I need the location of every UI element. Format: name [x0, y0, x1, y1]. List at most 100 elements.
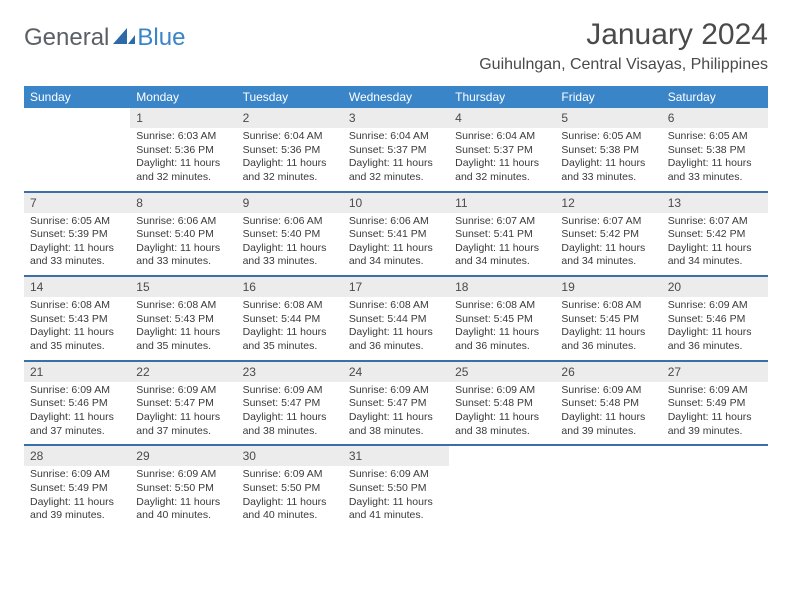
- calendar-cell: [24, 108, 130, 192]
- calendar-cell: 26Sunrise: 6:09 AMSunset: 5:48 PMDayligh…: [555, 361, 661, 446]
- header-right: January 2024 Guihulngan, Central Visayas…: [479, 18, 768, 74]
- calendar-week: 21Sunrise: 6:09 AMSunset: 5:46 PMDayligh…: [24, 361, 768, 446]
- calendar-cell: 16Sunrise: 6:08 AMSunset: 5:44 PMDayligh…: [237, 276, 343, 361]
- day-details: Sunrise: 6:09 AMSunset: 5:50 PMDaylight:…: [343, 466, 449, 529]
- sunrise-text: Sunrise: 6:04 AM: [243, 130, 337, 144]
- calendar-cell: 29Sunrise: 6:09 AMSunset: 5:50 PMDayligh…: [130, 445, 236, 529]
- sunrise-text: Sunrise: 6:07 AM: [668, 215, 762, 229]
- sunset-text: Sunset: 5:50 PM: [243, 482, 337, 496]
- calendar-cell: 20Sunrise: 6:09 AMSunset: 5:46 PMDayligh…: [662, 276, 768, 361]
- daylight-text: Daylight: 11 hours and 34 minutes.: [455, 242, 549, 269]
- day-number: 18: [449, 277, 555, 297]
- day-details: Sunrise: 6:07 AMSunset: 5:42 PMDaylight:…: [555, 213, 661, 276]
- daylight-text: Daylight: 11 hours and 40 minutes.: [136, 496, 230, 523]
- sunrise-text: Sunrise: 6:09 AM: [668, 384, 762, 398]
- sunset-text: Sunset: 5:43 PM: [136, 313, 230, 327]
- calendar-cell: 21Sunrise: 6:09 AMSunset: 5:46 PMDayligh…: [24, 361, 130, 446]
- weekday-header: Wednesday: [343, 86, 449, 108]
- location-subtitle: Guihulngan, Central Visayas, Philippines: [479, 56, 768, 74]
- daylight-text: Daylight: 11 hours and 38 minutes.: [349, 411, 443, 438]
- sunrise-text: Sunrise: 6:09 AM: [455, 384, 549, 398]
- daylight-text: Daylight: 11 hours and 39 minutes.: [561, 411, 655, 438]
- day-number: 28: [24, 446, 130, 466]
- weekday-header: Saturday: [662, 86, 768, 108]
- calendar-week: 28Sunrise: 6:09 AMSunset: 5:49 PMDayligh…: [24, 445, 768, 529]
- day-details: Sunrise: 6:05 AMSunset: 5:39 PMDaylight:…: [24, 213, 130, 276]
- day-details: Sunrise: 6:08 AMSunset: 5:43 PMDaylight:…: [24, 297, 130, 360]
- daylight-text: Daylight: 11 hours and 36 minutes.: [455, 326, 549, 353]
- sunrise-text: Sunrise: 6:09 AM: [243, 384, 337, 398]
- calendar-cell: 30Sunrise: 6:09 AMSunset: 5:50 PMDayligh…: [237, 445, 343, 529]
- day-number: 1: [130, 108, 236, 128]
- day-number: 7: [24, 193, 130, 213]
- sunrise-text: Sunrise: 6:07 AM: [561, 215, 655, 229]
- daylight-text: Daylight: 11 hours and 40 minutes.: [243, 496, 337, 523]
- calendar-cell: 15Sunrise: 6:08 AMSunset: 5:43 PMDayligh…: [130, 276, 236, 361]
- day-number: 12: [555, 193, 661, 213]
- sunrise-text: Sunrise: 6:09 AM: [136, 384, 230, 398]
- sunset-text: Sunset: 5:45 PM: [455, 313, 549, 327]
- day-details: Sunrise: 6:06 AMSunset: 5:40 PMDaylight:…: [237, 213, 343, 276]
- sunrise-text: Sunrise: 6:09 AM: [349, 468, 443, 482]
- sunset-text: Sunset: 5:47 PM: [349, 397, 443, 411]
- day-details: Sunrise: 6:06 AMSunset: 5:40 PMDaylight:…: [130, 213, 236, 276]
- day-details: Sunrise: 6:09 AMSunset: 5:47 PMDaylight:…: [237, 382, 343, 445]
- day-number: 25: [449, 362, 555, 382]
- calendar-cell: 19Sunrise: 6:08 AMSunset: 5:45 PMDayligh…: [555, 276, 661, 361]
- day-number: 4: [449, 108, 555, 128]
- sunset-text: Sunset: 5:49 PM: [668, 397, 762, 411]
- sunset-text: Sunset: 5:46 PM: [668, 313, 762, 327]
- daylight-text: Daylight: 11 hours and 32 minutes.: [136, 157, 230, 184]
- sunset-text: Sunset: 5:39 PM: [30, 228, 124, 242]
- daylight-text: Daylight: 11 hours and 32 minutes.: [455, 157, 549, 184]
- calendar-cell: 2Sunrise: 6:04 AMSunset: 5:36 PMDaylight…: [237, 108, 343, 192]
- weekday-header: Tuesday: [237, 86, 343, 108]
- daylight-text: Daylight: 11 hours and 32 minutes.: [243, 157, 337, 184]
- day-details: Sunrise: 6:09 AMSunset: 5:48 PMDaylight:…: [449, 382, 555, 445]
- sunset-text: Sunset: 5:40 PM: [243, 228, 337, 242]
- sunrise-text: Sunrise: 6:09 AM: [30, 384, 124, 398]
- sunrise-text: Sunrise: 6:06 AM: [349, 215, 443, 229]
- calendar-cell: 27Sunrise: 6:09 AMSunset: 5:49 PMDayligh…: [662, 361, 768, 446]
- sunrise-text: Sunrise: 6:08 AM: [243, 299, 337, 313]
- day-number: 31: [343, 446, 449, 466]
- sunset-text: Sunset: 5:47 PM: [243, 397, 337, 411]
- day-details: Sunrise: 6:08 AMSunset: 5:45 PMDaylight:…: [555, 297, 661, 360]
- daylight-text: Daylight: 11 hours and 33 minutes.: [136, 242, 230, 269]
- calendar-cell: 12Sunrise: 6:07 AMSunset: 5:42 PMDayligh…: [555, 192, 661, 277]
- sunset-text: Sunset: 5:37 PM: [455, 144, 549, 158]
- sunset-text: Sunset: 5:36 PM: [136, 144, 230, 158]
- sunrise-text: Sunrise: 6:07 AM: [455, 215, 549, 229]
- day-number: 10: [343, 193, 449, 213]
- sunrise-text: Sunrise: 6:08 AM: [455, 299, 549, 313]
- day-details: Sunrise: 6:05 AMSunset: 5:38 PMDaylight:…: [662, 128, 768, 191]
- daylight-text: Daylight: 11 hours and 33 minutes.: [30, 242, 124, 269]
- day-details: Sunrise: 6:09 AMSunset: 5:50 PMDaylight:…: [130, 466, 236, 529]
- calendar-cell: [449, 445, 555, 529]
- sunrise-text: Sunrise: 6:09 AM: [136, 468, 230, 482]
- calendar-cell: 25Sunrise: 6:09 AMSunset: 5:48 PMDayligh…: [449, 361, 555, 446]
- day-number: 26: [555, 362, 661, 382]
- calendar-cell: 3Sunrise: 6:04 AMSunset: 5:37 PMDaylight…: [343, 108, 449, 192]
- day-details: Sunrise: 6:09 AMSunset: 5:47 PMDaylight:…: [130, 382, 236, 445]
- daylight-text: Daylight: 11 hours and 39 minutes.: [30, 496, 124, 523]
- day-number: 15: [130, 277, 236, 297]
- calendar-head: SundayMondayTuesdayWednesdayThursdayFrid…: [24, 86, 768, 108]
- calendar-cell: 4Sunrise: 6:04 AMSunset: 5:37 PMDaylight…: [449, 108, 555, 192]
- calendar-cell: 9Sunrise: 6:06 AMSunset: 5:40 PMDaylight…: [237, 192, 343, 277]
- sunset-text: Sunset: 5:41 PM: [349, 228, 443, 242]
- sunrise-text: Sunrise: 6:09 AM: [561, 384, 655, 398]
- calendar-cell: 17Sunrise: 6:08 AMSunset: 5:44 PMDayligh…: [343, 276, 449, 361]
- daylight-text: Daylight: 11 hours and 33 minutes.: [668, 157, 762, 184]
- sunrise-text: Sunrise: 6:08 AM: [30, 299, 124, 313]
- sunset-text: Sunset: 5:50 PM: [136, 482, 230, 496]
- day-details: Sunrise: 6:08 AMSunset: 5:44 PMDaylight:…: [237, 297, 343, 360]
- calendar-cell: 11Sunrise: 6:07 AMSunset: 5:41 PMDayligh…: [449, 192, 555, 277]
- sunrise-text: Sunrise: 6:05 AM: [668, 130, 762, 144]
- calendar-cell: 6Sunrise: 6:05 AMSunset: 5:38 PMDaylight…: [662, 108, 768, 192]
- sunrise-text: Sunrise: 6:06 AM: [136, 215, 230, 229]
- sunset-text: Sunset: 5:42 PM: [668, 228, 762, 242]
- day-details: Sunrise: 6:09 AMSunset: 5:46 PMDaylight:…: [662, 297, 768, 360]
- sunset-text: Sunset: 5:44 PM: [243, 313, 337, 327]
- day-number: 17: [343, 277, 449, 297]
